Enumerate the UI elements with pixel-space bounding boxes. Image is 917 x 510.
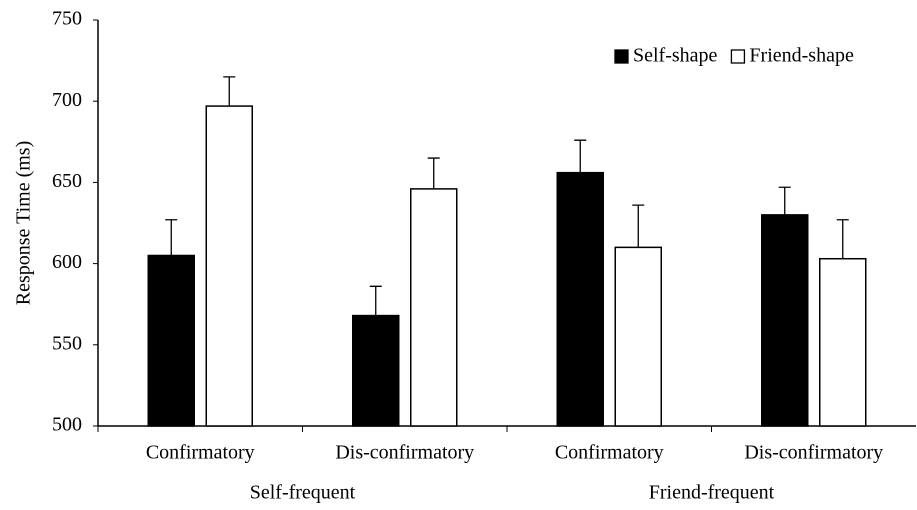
bar [352, 314, 400, 427]
group-label: Friend-frequent [649, 482, 775, 504]
bar [147, 254, 195, 427]
error-bar [836, 219, 849, 259]
legend-swatch [614, 49, 629, 64]
error-bar [574, 139, 587, 173]
x-tick-label: Confirmatory [146, 442, 255, 464]
error-bar [223, 76, 236, 107]
group-label: Self-frequent [250, 482, 356, 504]
bar [761, 214, 809, 427]
y-tick-label: 600 [52, 251, 82, 273]
bar [614, 246, 662, 427]
y-tick-label: 650 [52, 170, 82, 192]
legend-swatch [730, 49, 746, 64]
y-tick-label: 750 [52, 8, 82, 30]
error-bar [632, 204, 645, 248]
error-bar [427, 157, 440, 189]
error-bar [369, 285, 382, 316]
bar [819, 257, 867, 427]
error-bar [778, 186, 791, 215]
y-tick-label: 500 [52, 414, 82, 436]
x-tick-label: Dis-confirmatory [335, 442, 474, 464]
y-tick-label: 550 [52, 332, 82, 354]
x-tick-label: Dis-confirmatory [744, 442, 883, 464]
x-tick-label: Confirmatory [555, 442, 664, 464]
bar [410, 188, 458, 427]
legend-label: Friend-shape [749, 45, 854, 67]
bar [556, 171, 604, 427]
error-bar [165, 219, 178, 256]
y-axis-label: Response Time (ms) [13, 141, 35, 305]
legend-label: Self-shape [633, 45, 718, 67]
bar [205, 105, 253, 427]
y-tick-label: 700 [52, 89, 82, 111]
